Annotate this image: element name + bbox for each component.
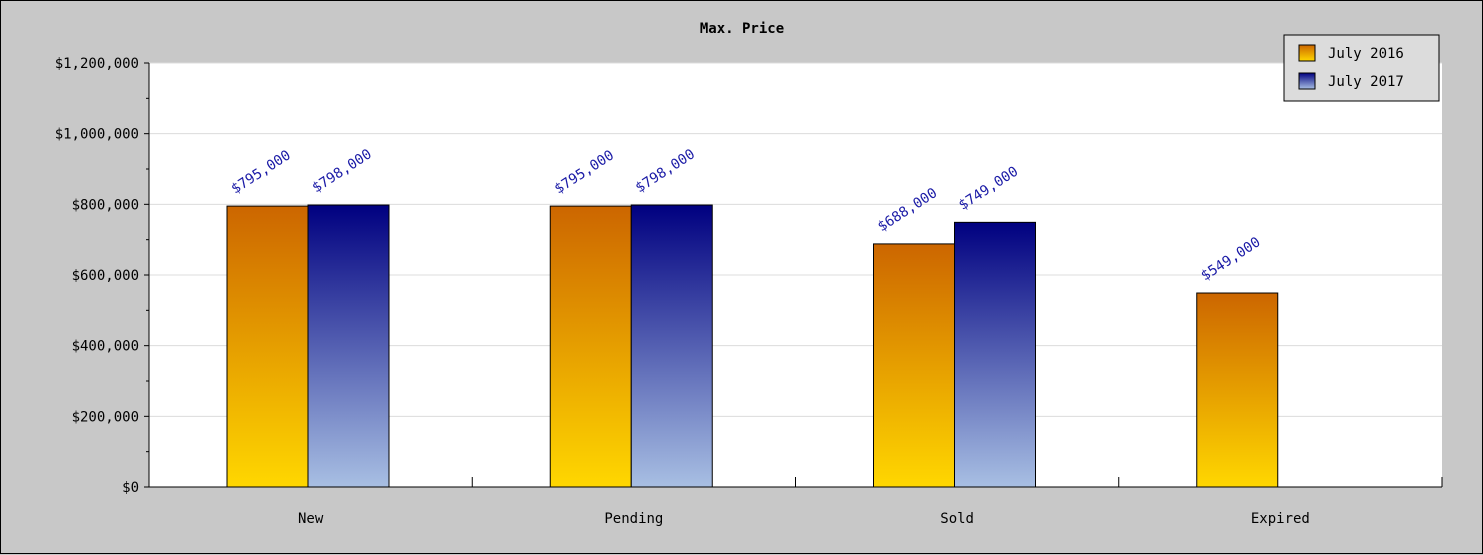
legend-label: July 2017: [1328, 74, 1404, 90]
y-tick-label: $1,000,000: [55, 127, 139, 143]
bar-new-1: [307, 204, 390, 488]
y-tick-label: $0: [122, 480, 139, 496]
legend-swatch: [1298, 72, 1316, 90]
x-tick-label: New: [298, 511, 324, 527]
bar-new-0: [226, 205, 309, 488]
bar-sold-0: [873, 243, 955, 488]
y-tick-label: $800,000: [72, 197, 139, 213]
x-tick-label: Expired: [1251, 511, 1310, 527]
x-tick-label: Sold: [940, 511, 974, 527]
bar-pending-0: [549, 205, 632, 488]
bar-pending-1: [630, 204, 713, 488]
y-tick-label: $400,000: [72, 339, 139, 355]
y-tick-label: $200,000: [72, 409, 139, 425]
bar-sold-1: [954, 221, 1036, 488]
y-tick-label: $1,200,000: [55, 56, 139, 72]
y-tick-label: $600,000: [72, 268, 139, 284]
legend-label: July 2016: [1328, 46, 1404, 62]
bar-expired-0: [1196, 292, 1279, 488]
chart-title: Max. Price: [700, 21, 784, 37]
legend: July 2016 July 2017: [1283, 34, 1440, 102]
x-tick-label: Pending: [604, 511, 663, 527]
legend-swatch: [1298, 44, 1316, 62]
